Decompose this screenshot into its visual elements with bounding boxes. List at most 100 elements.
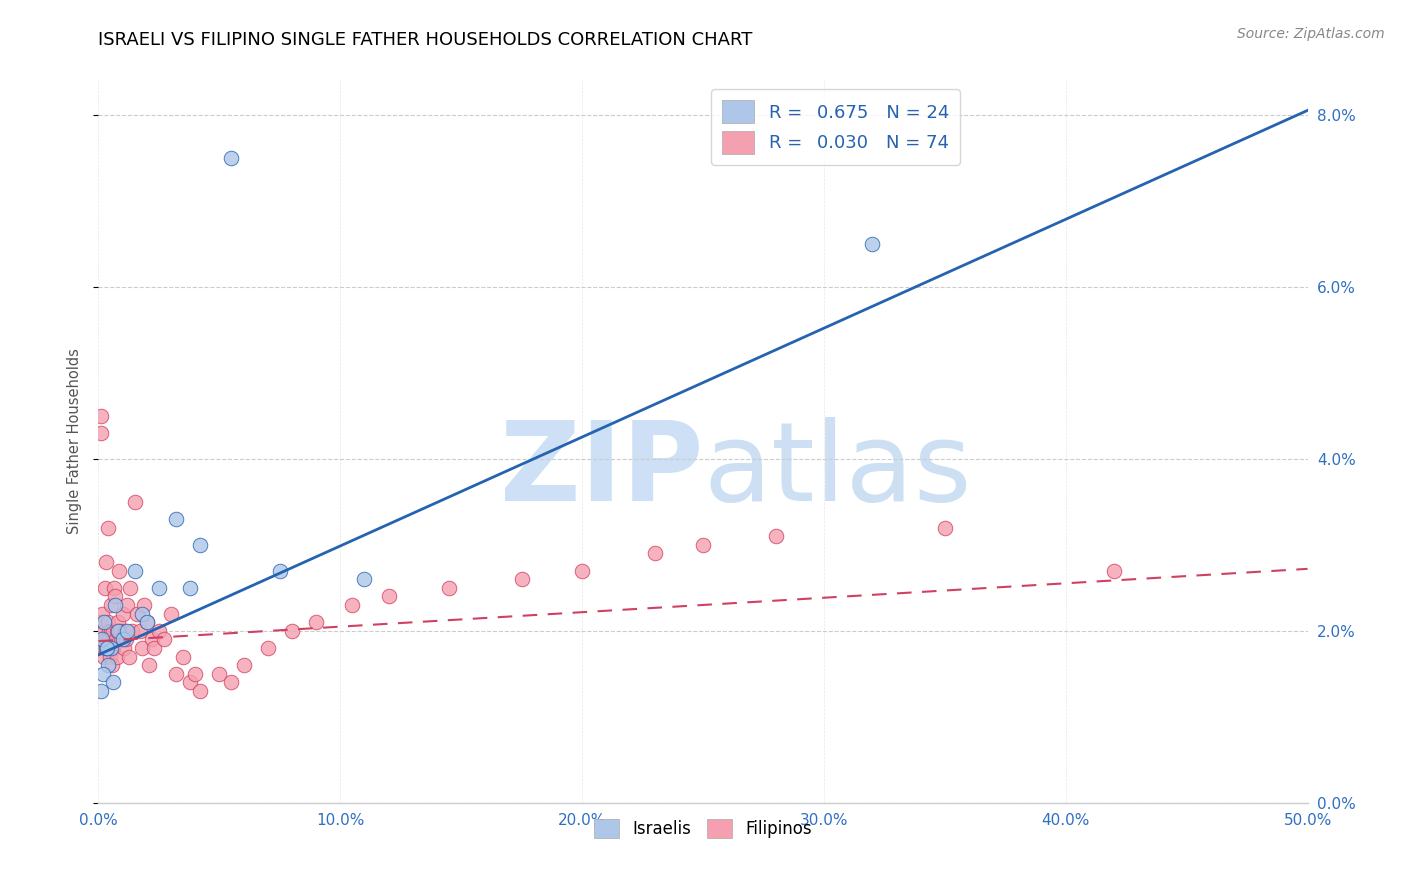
Point [152, 632, 174, 647]
Point [221, 151, 243, 165]
Point [90, 684, 112, 698]
Point [91, 607, 114, 621]
Point [90, 409, 112, 423]
Point [644, 546, 666, 560]
Point [128, 624, 150, 638]
Point [98, 649, 121, 664]
Text: ISRAELI VS FILIPINO SINGLE FATHER HOUSEHOLDS CORRELATION CHART: ISRAELI VS FILIPINO SINGLE FATHER HOUSEH… [98, 31, 752, 49]
Point [103, 581, 125, 595]
Point [188, 684, 211, 698]
Point [100, 624, 122, 638]
Point [377, 590, 399, 604]
Point [305, 615, 328, 630]
Point [184, 666, 207, 681]
Point [97, 624, 120, 638]
Point [100, 640, 122, 655]
Point [91, 666, 114, 681]
Point [692, 538, 714, 552]
Point [112, 640, 135, 655]
Point [221, 675, 243, 690]
Point [97, 520, 120, 534]
Point [342, 598, 364, 612]
Point [101, 658, 124, 673]
Point [97, 658, 120, 673]
Point [96, 632, 118, 647]
Point [188, 538, 211, 552]
Point [94, 555, 117, 569]
Point [143, 640, 166, 655]
Point [96, 640, 118, 655]
Point [118, 581, 141, 595]
Point [93, 615, 115, 630]
Point [148, 581, 170, 595]
Point [141, 632, 163, 647]
Point [90, 425, 112, 440]
Legend: Israelis, Filipinos: Israelis, Filipinos [586, 813, 820, 845]
Point [101, 624, 124, 638]
Point [121, 624, 143, 638]
Point [117, 598, 139, 612]
Point [172, 649, 194, 664]
Point [131, 640, 153, 655]
Point [97, 615, 120, 630]
Point [89, 637, 111, 651]
Point [1102, 564, 1125, 578]
Point [100, 598, 122, 612]
Point [165, 512, 187, 526]
Point [94, 581, 117, 595]
Point [208, 666, 231, 681]
Point [510, 572, 533, 586]
Point [107, 624, 129, 638]
Point [281, 624, 304, 638]
Point [94, 640, 117, 655]
Point [134, 598, 156, 612]
Point [110, 632, 132, 647]
Point [104, 632, 127, 647]
Point [91, 632, 114, 647]
Point [765, 529, 787, 543]
Point [269, 564, 291, 578]
Point [934, 520, 956, 534]
Point [89, 615, 111, 630]
Point [117, 624, 139, 638]
Point [860, 236, 883, 251]
Point [93, 649, 115, 664]
Text: atlas: atlas [703, 417, 972, 524]
Point [138, 658, 160, 673]
Point [131, 607, 153, 621]
Point [91, 640, 114, 655]
Point [115, 632, 138, 647]
Point [135, 615, 157, 630]
Point [103, 640, 125, 655]
Point [160, 607, 183, 621]
Point [124, 564, 146, 578]
Y-axis label: Single Father Households: Single Father Households [67, 349, 83, 534]
Point [96, 640, 118, 655]
Point [104, 598, 127, 612]
Point [118, 649, 141, 664]
Point [111, 607, 134, 621]
Point [98, 632, 121, 647]
Point [100, 640, 122, 655]
Point [179, 581, 201, 595]
Point [571, 564, 593, 578]
Point [127, 607, 149, 621]
Point [108, 624, 131, 638]
Point [107, 615, 129, 630]
Text: ZIP: ZIP [499, 417, 703, 524]
Point [105, 624, 128, 638]
Point [93, 624, 115, 638]
Point [108, 564, 131, 578]
Text: Source: ZipAtlas.com: Source: ZipAtlas.com [1237, 27, 1385, 41]
Point [111, 632, 134, 647]
Point [232, 658, 254, 673]
Point [353, 572, 375, 586]
Point [114, 624, 136, 638]
Point [437, 581, 460, 595]
Point [104, 590, 127, 604]
Point [256, 640, 278, 655]
Point [124, 494, 146, 508]
Point [165, 666, 187, 681]
Point [148, 624, 170, 638]
Point [135, 615, 157, 630]
